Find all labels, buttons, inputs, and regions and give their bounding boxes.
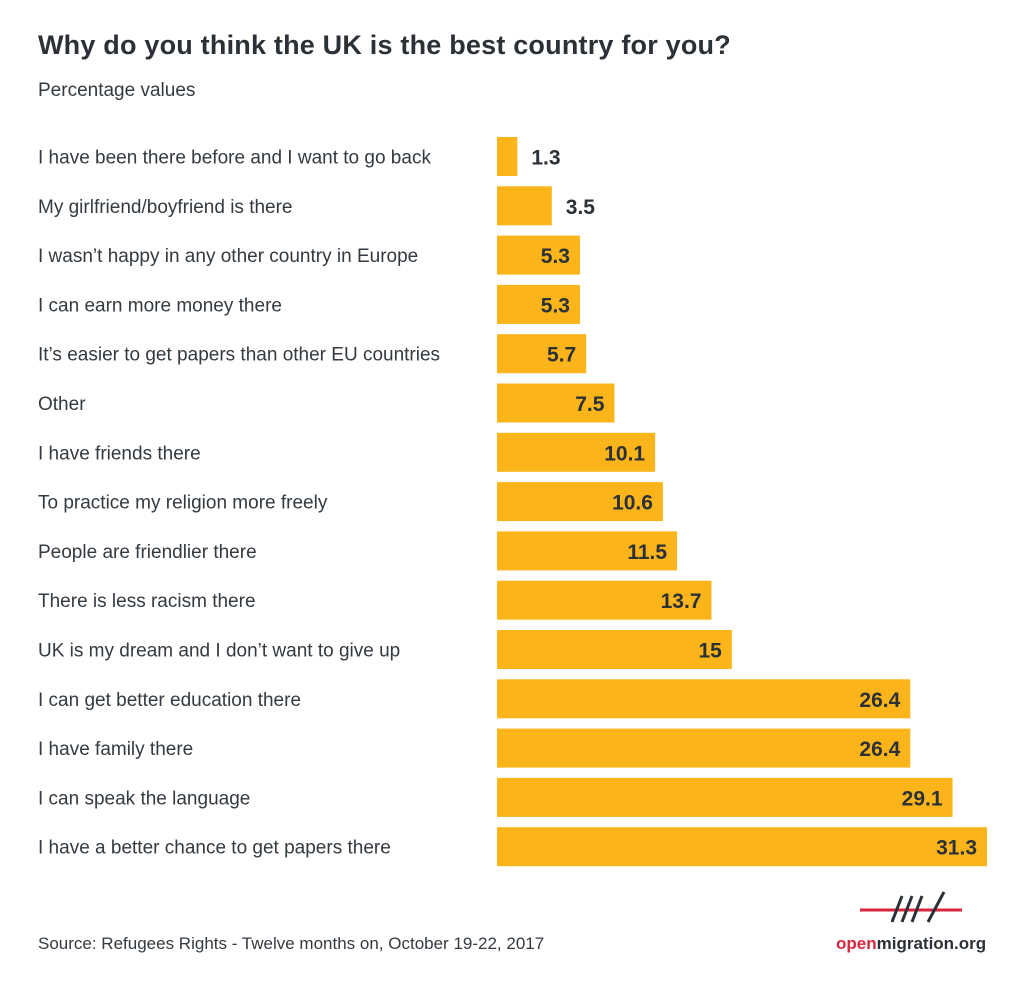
category-label: Other [38,394,86,415]
category-label: I have been there before and I want to g… [38,148,431,169]
bar [497,630,732,669]
value-label: 26.4 [859,738,900,761]
value-label: 10.1 [604,442,645,465]
category-label: I wasn’t happy in any other country in E… [38,246,418,267]
category-label: My girlfriend/boyfriend is there [38,197,293,218]
chart-title: Why do you think the UK is the best coun… [38,30,731,60]
bar [497,284,580,324]
value-label: 26.4 [859,689,900,712]
chart-subtitle: Percentage values [38,80,196,101]
category-label: I can earn more money there [38,295,282,316]
openmigration-logo[interactable]: openmigration.org [836,888,996,964]
bar [497,827,987,867]
bar [497,235,580,275]
category-label: It’s easier to get papers than other EU … [38,345,440,366]
logo-text: openmigration.org [836,934,986,954]
bar [497,580,712,620]
bar [497,531,678,571]
bar-chart: I have been there before and I want to g… [38,137,987,867]
value-label: 3.5 [566,196,596,219]
bar [497,777,953,817]
category-label: There is less racism there [38,591,256,612]
logo-text-open: open [836,934,877,953]
value-label: 5.3 [541,245,570,268]
bar [497,334,587,374]
value-label: 15 [698,640,722,663]
logo-text-migration: migration.org [876,934,987,953]
bar [497,679,911,719]
bar [497,383,615,423]
value-label: 31.3 [936,837,977,860]
bar [497,186,552,226]
bar [497,432,656,472]
source-note: Source: Refugees Rights - Twelve months … [38,934,545,953]
value-label: 10.6 [612,492,653,515]
value-label: 5.3 [541,294,570,317]
category-label: I have a better chance to get papers the… [38,838,391,859]
value-label: 13.7 [661,590,702,613]
bar [497,137,518,176]
value-label: 1.3 [531,147,560,170]
category-label: UK is my dream and I don’t want to give … [38,641,400,662]
value-label: 11.5 [627,541,667,564]
category-label: I have family there [38,739,193,760]
category-label: I can speak the language [38,788,250,809]
category-label: I have friends there [38,443,201,464]
logo-mark-icon [860,891,962,923]
category-label: To practice my religion more freely [38,493,328,514]
bar [497,728,911,768]
value-label: 29.1 [902,787,943,810]
category-label: People are friendlier there [38,542,257,563]
value-label: 7.5 [575,393,605,416]
category-label: I can get better education there [38,690,301,711]
bar [497,482,663,522]
value-label: 5.7 [547,344,576,367]
